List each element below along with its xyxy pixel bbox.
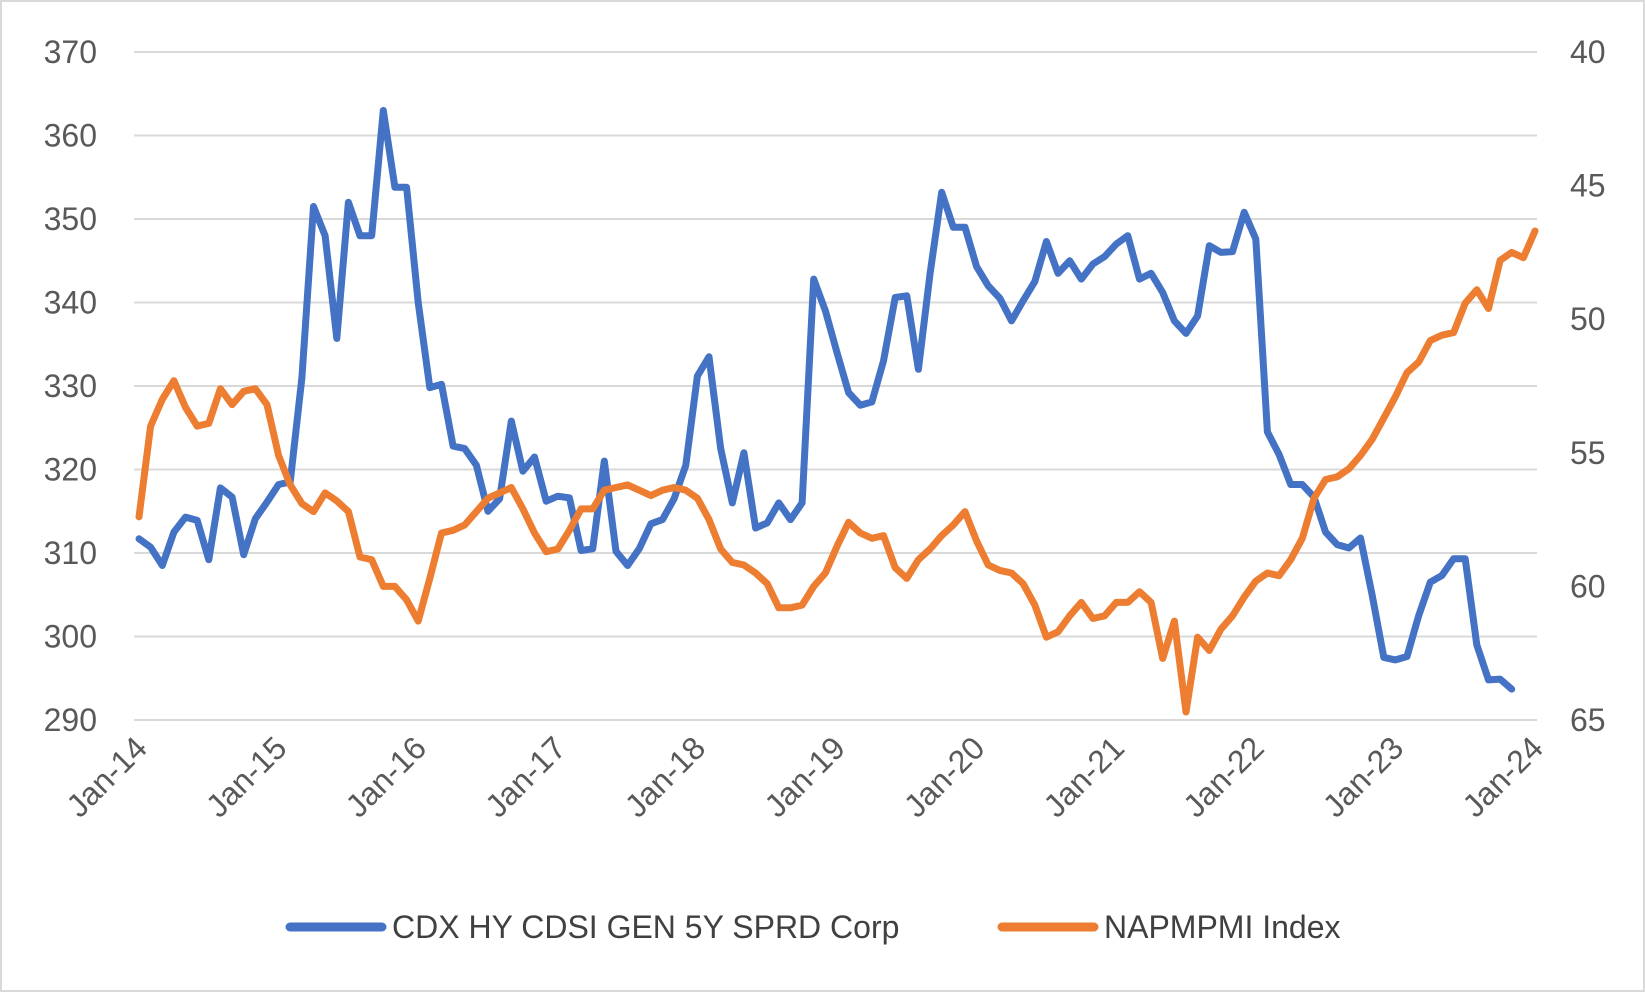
left-tick-label: 300 bbox=[44, 619, 97, 655]
left-tick-label: 350 bbox=[44, 201, 97, 237]
x-tick-label: Jan-15 bbox=[199, 729, 294, 824]
x-tick-label: Jan-23 bbox=[1316, 729, 1411, 824]
gridlines bbox=[134, 52, 1537, 720]
legend-label-cdx: CDX HY CDSI GEN 5Y SPRD Corp bbox=[392, 909, 899, 945]
right-tick-label: 40 bbox=[1570, 34, 1606, 70]
left-tick-label: 320 bbox=[44, 452, 97, 488]
left-tick-label: 310 bbox=[44, 535, 97, 571]
x-tick-label: Jan-17 bbox=[478, 729, 573, 824]
series-layer bbox=[139, 110, 1535, 712]
right-tick-label: 55 bbox=[1570, 435, 1606, 471]
right-tick-label: 65 bbox=[1570, 702, 1606, 738]
right-tick-label: 60 bbox=[1570, 568, 1606, 604]
right-tick-label: 50 bbox=[1570, 301, 1606, 337]
left-tick-label: 370 bbox=[44, 34, 97, 70]
left-tick-label: 330 bbox=[44, 368, 97, 404]
x-tick-label: Jan-21 bbox=[1037, 729, 1132, 824]
legend: CDX HY CDSI GEN 5Y SPRD Corp NAPMPMI Ind… bbox=[290, 909, 1341, 945]
left-tick-label: 360 bbox=[44, 118, 97, 154]
legend-label-napm: NAPMPMI Index bbox=[1104, 909, 1341, 945]
series-cdx-hy bbox=[139, 110, 1512, 689]
x-tick-label: Jan-18 bbox=[618, 729, 713, 824]
right-axis-ticks: 40 45 50 55 60 65 bbox=[1570, 34, 1606, 738]
x-tick-label: Jan-16 bbox=[339, 729, 434, 824]
right-tick-label: 45 bbox=[1570, 168, 1606, 204]
x-tick-label: Jan-19 bbox=[757, 729, 852, 824]
x-axis-ticks: Jan-14 Jan-15 Jan-16 Jan-17 Jan-18 Jan-19 Jan-… bbox=[59, 729, 1550, 824]
x-tick-label: Jan-20 bbox=[897, 729, 992, 824]
x-tick-label: Jan-14 bbox=[59, 729, 154, 824]
cdx-hy-line bbox=[139, 111, 1512, 690]
x-tick-label: Jan-22 bbox=[1176, 729, 1271, 824]
left-tick-label: 340 bbox=[44, 285, 97, 321]
left-tick-label: 290 bbox=[44, 702, 97, 738]
left-axis-ticks: 290 300 310 320 330 340 350 360 370 bbox=[44, 34, 97, 738]
x-tick-label: Jan-24 bbox=[1455, 729, 1550, 824]
